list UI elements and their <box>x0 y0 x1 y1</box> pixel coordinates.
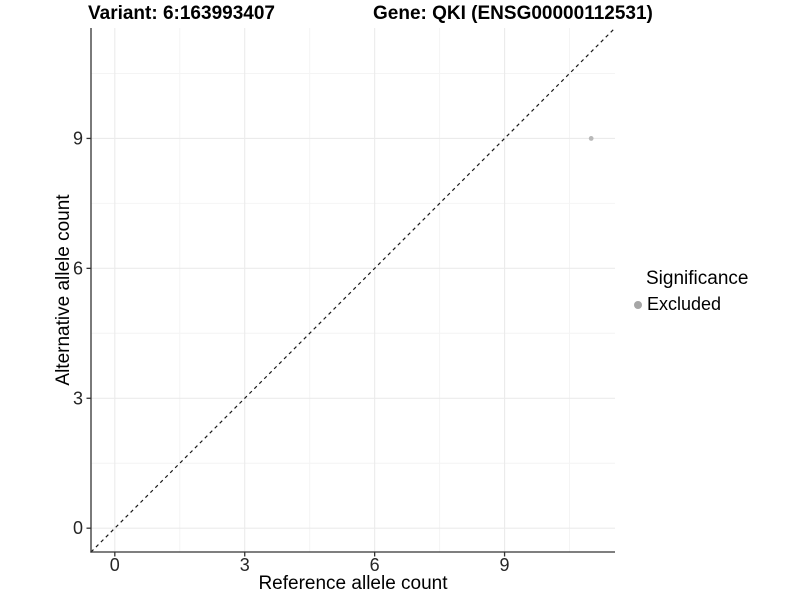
legend-title: Significance <box>646 268 749 289</box>
identity-line <box>90 27 616 553</box>
y-tick-label: 0 <box>73 518 83 538</box>
x-tick-label: 0 <box>110 555 120 575</box>
legend: Significance Excluded <box>634 268 748 315</box>
y-axis-title: Alternative allele count <box>53 194 74 386</box>
data-point <box>588 136 594 141</box>
x-tick-label: 3 <box>240 555 250 575</box>
x-tick-label: 6 <box>370 555 380 575</box>
legend-item-label: Excluded <box>647 294 722 314</box>
y-tick-label: 3 <box>73 388 83 408</box>
x-axis-title: Reference allele count <box>258 573 448 594</box>
x-tick-label: 9 <box>500 555 510 575</box>
legend-item-excluded: Excluded <box>634 294 748 315</box>
y-tick-label: 6 <box>73 258 83 278</box>
gene-title: Gene: QKI (ENSG00000112531) <box>373 3 653 24</box>
variant-title: Variant: 6:163993407 <box>88 3 275 24</box>
legend-key-dot <box>634 300 642 309</box>
y-tick-label: 9 <box>73 128 83 148</box>
